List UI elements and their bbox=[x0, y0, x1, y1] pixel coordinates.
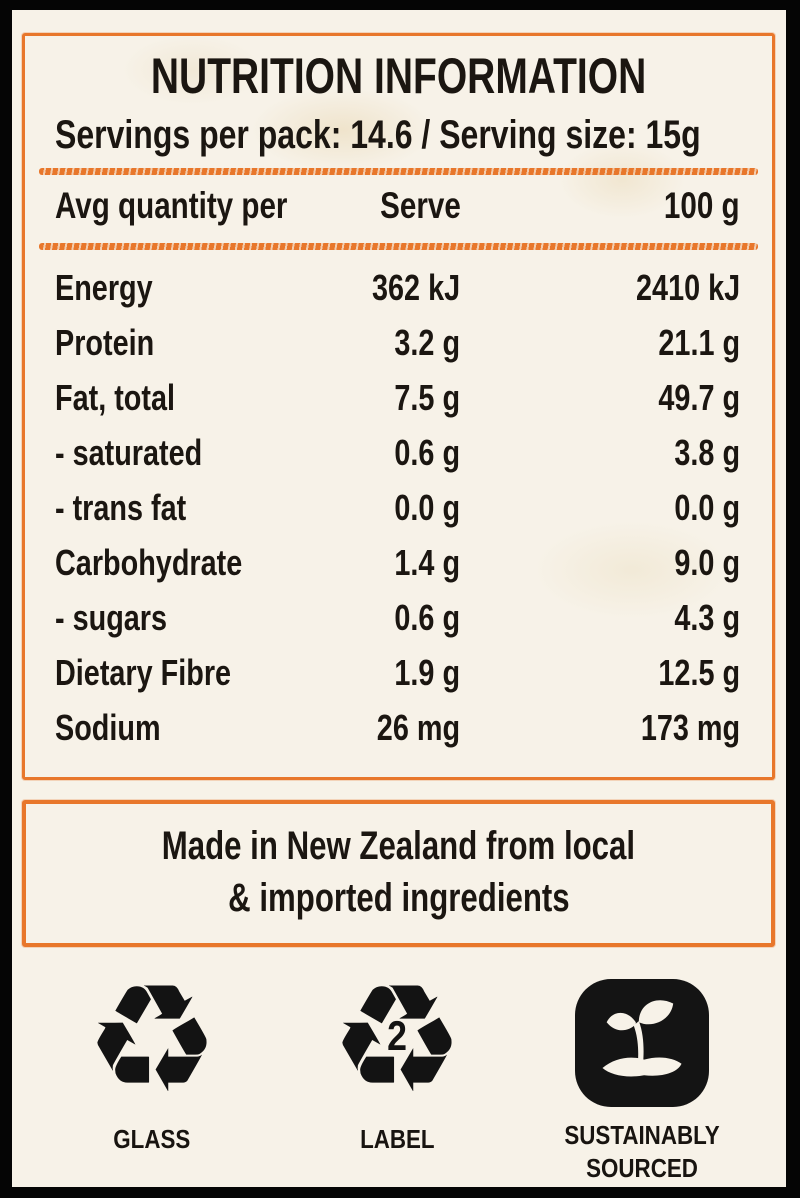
per100-value: 3.8 g bbox=[674, 431, 740, 473]
badge-sustainably-caption: SUSTAINABLY SOURCED bbox=[542, 1119, 742, 1184]
divider-below-header bbox=[39, 243, 758, 250]
per100-value: 21.1 g bbox=[658, 321, 740, 363]
nutrient-name: Dietary Fibre bbox=[55, 651, 232, 693]
badge-label-caption: LABEL bbox=[354, 1123, 441, 1156]
per100-value: 2410 kJ bbox=[635, 266, 740, 308]
column-header-100g: 100 g bbox=[664, 185, 740, 226]
nutrient-name: Fat, total bbox=[55, 376, 175, 418]
serve-value: 0.6 g bbox=[394, 431, 460, 473]
table-row-saturated: - saturated 0.6 g 3.8 g bbox=[25, 425, 772, 480]
table-row-trans-fat: - trans fat 0.0 g 0.0 g bbox=[25, 480, 772, 535]
recycling-badges: ♻ GLASS ♻ 2 LABEL bbox=[12, 965, 786, 1184]
nutrient-name: Carbohydrate bbox=[55, 541, 243, 583]
panel-title-row: NUTRITION INFORMATION bbox=[25, 48, 772, 104]
page-title: NUTRITION INFORMATION bbox=[150, 48, 647, 104]
per100-value: 12.5 g bbox=[658, 651, 740, 693]
recycling-icon: ♻ bbox=[84, 953, 220, 1127]
serving-info-row: Servings per pack: 14.6 / Serving size: … bbox=[55, 108, 772, 162]
table-row-protein: Protein 3.2 g 21.1 g bbox=[25, 315, 772, 370]
per100-value: 0.0 g bbox=[674, 486, 740, 528]
nutrient-name: - saturated bbox=[55, 431, 203, 473]
serve-value: 1.4 g bbox=[394, 541, 460, 583]
recycling-number-2: 2 bbox=[387, 1011, 407, 1059]
serve-value: 0.0 g bbox=[394, 486, 460, 528]
origin-text-line1: Made in New Zealand from local bbox=[161, 824, 636, 868]
serve-value: 362 kJ bbox=[371, 266, 460, 308]
serve-value: 26 mg bbox=[376, 706, 460, 748]
origin-panel: Made in New Zealand from local & importe… bbox=[22, 800, 775, 947]
serve-value: 0.6 g bbox=[394, 596, 460, 638]
serving-info: Servings per pack: 14.6 / Serving size: … bbox=[55, 113, 701, 157]
serve-value: 1.9 g bbox=[394, 651, 460, 693]
nutrition-table: Energy 362 kJ 2410 kJ Protein 3.2 g 21.1… bbox=[25, 260, 772, 755]
badge-label-recyclable: ♻ 2 LABEL bbox=[287, 965, 507, 1184]
per100-value: 4.3 g bbox=[674, 596, 740, 638]
badge-sustainably-label: SUSTAINABLY SOURCED bbox=[564, 1120, 720, 1183]
badge-glass: ♻ GLASS bbox=[42, 965, 262, 1184]
table-row-sugars: - sugars 0.6 g 4.3 g bbox=[25, 590, 772, 645]
column-header-serve: Serve bbox=[379, 185, 461, 226]
column-header-avg-quantity: Avg quantity per bbox=[55, 185, 288, 226]
recycling-icon: ♻ bbox=[329, 953, 465, 1127]
origin-statement: Made in New Zealand from local & importe… bbox=[26, 804, 771, 924]
divider-above-header bbox=[39, 168, 758, 175]
plant-in-hand-icon bbox=[575, 979, 709, 1107]
per100-value: 9.0 g bbox=[674, 541, 740, 583]
table-row-dietary-fibre: Dietary Fibre 1.9 g 12.5 g bbox=[25, 645, 772, 700]
serve-value: 7.5 g bbox=[394, 376, 460, 418]
nutrient-name: Sodium bbox=[55, 706, 161, 748]
per100-value: 173 mg bbox=[640, 706, 740, 748]
origin-text-line2: & imported ingredients bbox=[227, 876, 570, 920]
table-row-carbohydrate: Carbohydrate 1.4 g 9.0 g bbox=[25, 535, 772, 590]
badge-label-label: LABEL bbox=[359, 1124, 435, 1154]
nutrient-name: - sugars bbox=[55, 596, 168, 638]
nutrient-name: Energy bbox=[55, 266, 153, 308]
serve-value: 3.2 g bbox=[394, 321, 460, 363]
nutrient-name: Protein bbox=[55, 321, 155, 363]
nutrition-label: NUTRITION INFORMATION Servings per pack:… bbox=[12, 10, 786, 1187]
glass-recycling-icon-wrap: ♻ bbox=[85, 965, 219, 1115]
nutrient-name: - trans fat bbox=[55, 486, 187, 528]
table-row-fat-total: Fat, total 7.5 g 49.7 g bbox=[25, 370, 772, 425]
badge-glass-label: GLASS bbox=[113, 1124, 191, 1154]
badge-sustainably-sourced: SUSTAINABLY SOURCED bbox=[532, 965, 752, 1184]
nutrition-panel: NUTRITION INFORMATION Servings per pack:… bbox=[22, 33, 775, 780]
label-recycling-icon-wrap: ♻ 2 bbox=[330, 965, 464, 1115]
table-row-energy: Energy 362 kJ 2410 kJ bbox=[25, 260, 772, 315]
badge-glass-caption: GLASS bbox=[107, 1123, 197, 1156]
per100-value: 49.7 g bbox=[658, 376, 740, 418]
table-row-sodium: Sodium 26 mg 173 mg bbox=[25, 700, 772, 755]
table-header-row: Avg quantity per Serve 100 g bbox=[25, 175, 772, 237]
